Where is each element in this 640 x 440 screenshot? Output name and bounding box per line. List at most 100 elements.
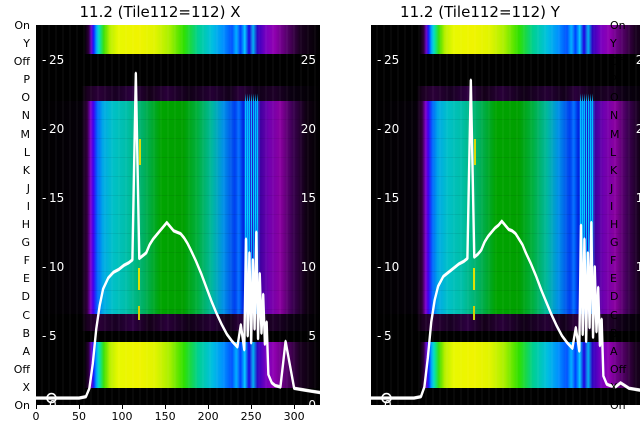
x-tick-label: 100 xyxy=(111,410,133,423)
x-tick-label: 200 xyxy=(197,410,219,423)
category-label-left-on: On xyxy=(14,19,30,32)
heatmap-band xyxy=(36,101,320,314)
y-tick-label: -5 xyxy=(377,328,392,343)
category-label-left-b: B xyxy=(22,326,30,340)
y-tick-label-right: 25 xyxy=(635,52,640,67)
category-label-right-off: Off xyxy=(610,362,627,376)
category-label-right-on: On xyxy=(610,399,626,412)
y-tick-label: -15 xyxy=(42,190,65,205)
y-tick-label: -10 xyxy=(377,259,400,274)
heatmap-spike-column xyxy=(580,25,582,405)
heatmap-spike-column xyxy=(245,25,247,405)
heatmap-spike-column xyxy=(586,25,588,405)
category-label-left-p: P xyxy=(23,73,30,87)
category-label-right-m: M xyxy=(610,127,620,141)
heatmap-band xyxy=(371,342,640,388)
category-label-left-c: C xyxy=(22,308,30,322)
heatmap-marker-tick xyxy=(472,306,475,321)
category-label-left-x: X xyxy=(22,380,30,394)
category-axis-right: On Y Off P O N M L K J I H G F E D C B A Off X On xyxy=(606,20,640,411)
heatmap-spike-column xyxy=(255,25,257,405)
category-label-right-g: G xyxy=(610,236,619,250)
category-label-left-off: Off xyxy=(13,362,30,376)
heatmap-spike-column xyxy=(257,25,259,405)
x-axis-x: 0 50 100 150 200 250 300 xyxy=(32,405,320,439)
category-label-left-o: O xyxy=(21,91,30,105)
heatmap-spike-column xyxy=(248,25,250,405)
heatmap-band xyxy=(36,53,320,86)
heatmap-plot-x[interactable]: -25 -20 -15 -10 -5 -0 25 20 15 10 5 0 xyxy=(36,25,320,405)
y-tick-label: -25 xyxy=(42,52,65,67)
heatmap-band xyxy=(36,342,320,388)
category-label-left-d: D xyxy=(21,290,30,304)
category-label-right-b: B xyxy=(610,326,618,340)
category-label-left-g: G xyxy=(21,236,30,250)
category-label-right-e: E xyxy=(610,272,617,286)
category-label-left-i: I xyxy=(26,199,30,213)
panel-title-y: 11.2 (Tile112=112) Y xyxy=(400,3,560,21)
x-tick-label: 250 xyxy=(240,410,262,423)
heatmap-marker-tick xyxy=(137,306,140,321)
y-tick-labels-x: -25 -20 -15 -10 -5 -0 xyxy=(36,25,320,405)
heatmap-band xyxy=(371,85,640,101)
category-label-right-c: C xyxy=(610,308,618,322)
heatmap-spike-column xyxy=(581,25,583,405)
category-label-left-y: Y xyxy=(23,37,30,51)
category-label-left-on: On xyxy=(14,399,30,412)
category-label-right-j: J xyxy=(610,181,614,195)
heatmap-marker-tick xyxy=(472,268,475,291)
heatmap-band xyxy=(371,53,640,86)
heatmap-spike-column xyxy=(252,25,254,405)
x-tick-label: 300 xyxy=(283,410,305,423)
y-tick-label: -25 xyxy=(377,52,400,67)
y-tick-label: -0 xyxy=(42,398,57,405)
y-tick-label: -15 xyxy=(377,190,400,205)
category-label-left-k: K xyxy=(22,163,30,177)
heatmap-band xyxy=(371,25,640,54)
y-tick-label-right: 10 xyxy=(300,259,316,274)
category-label-right-d: D xyxy=(610,290,619,304)
category-label-left-h: H xyxy=(21,218,30,232)
y-tick-labels-x-right: 25 20 15 10 5 0 xyxy=(36,25,320,405)
heatmap-spike-column xyxy=(251,25,253,405)
category-label-left-a: A xyxy=(22,344,30,358)
trace-overlay-x xyxy=(36,71,320,404)
y-tick-label: -20 xyxy=(42,121,65,136)
y-tick-label-right: 20 xyxy=(635,121,640,136)
heatmap-spike-column xyxy=(583,25,585,405)
y-tick-label-right: 5 xyxy=(308,328,316,343)
category-label-right-k: K xyxy=(610,163,618,177)
category-label-left-j: J xyxy=(26,181,30,195)
category-label-right-n: N xyxy=(610,109,619,123)
category-label-right-l: L xyxy=(610,145,617,159)
category-label-right-i: I xyxy=(610,199,614,213)
y-tick-label-right: 20 xyxy=(300,121,316,136)
x-tick-label: 0 xyxy=(32,410,40,423)
category-label-left-e: E xyxy=(23,272,30,286)
heatmap-band xyxy=(371,313,640,331)
category-label-left-f: F xyxy=(23,254,30,268)
category-label-right-o: O xyxy=(610,91,619,105)
y-tick-label-right: 15 xyxy=(300,190,316,205)
y-tick-label: -5 xyxy=(42,328,57,343)
heatmap-marker-tick xyxy=(137,268,140,291)
category-label-right-h: H xyxy=(610,218,619,232)
heatmap-spike-column xyxy=(590,25,592,405)
category-label-right-x: X xyxy=(610,380,618,394)
heatmap-band xyxy=(371,330,640,343)
x-tick-label: 150 xyxy=(154,410,176,423)
zero-marker xyxy=(46,392,57,404)
trace-overlay-y xyxy=(371,78,640,404)
heatmap-spike-column xyxy=(246,25,248,405)
category-label-right-p: P xyxy=(610,73,617,87)
heatmap-band xyxy=(36,25,320,54)
category-label-left-l: L xyxy=(23,145,30,159)
zero-marker xyxy=(381,392,392,404)
y-tick-label: -10 xyxy=(42,259,65,274)
y-tick-label-right: 15 xyxy=(635,190,640,205)
category-label-left-m: M xyxy=(20,127,31,141)
